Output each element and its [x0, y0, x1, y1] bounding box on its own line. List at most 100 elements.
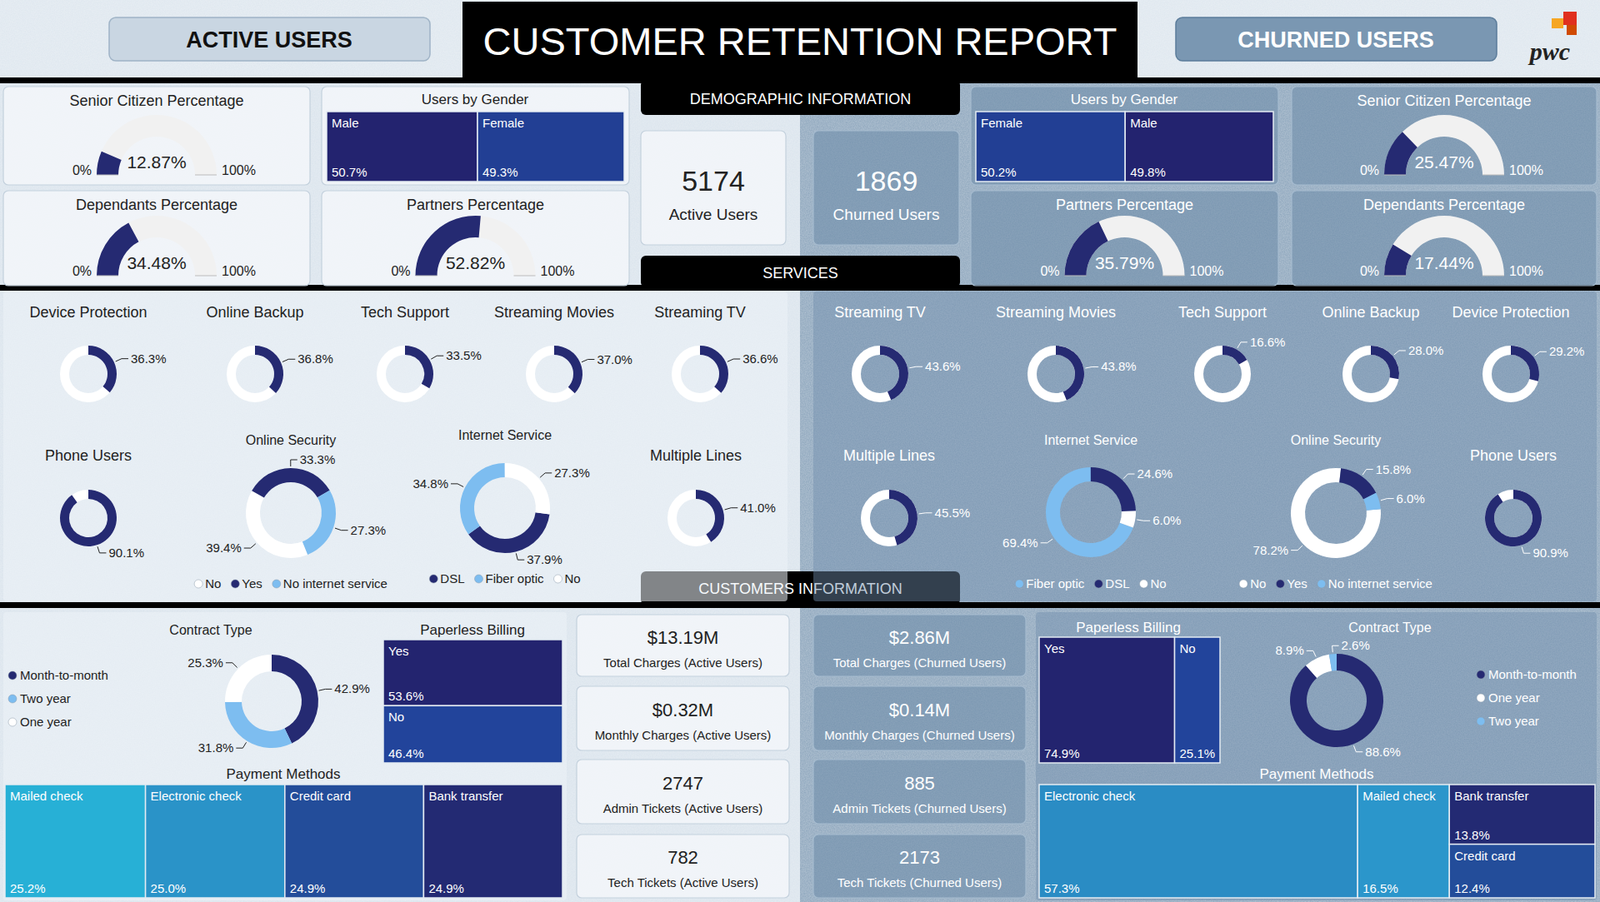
gauge-tick — [195, 275, 217, 277]
donut-title: Internet Service — [458, 428, 552, 443]
donut-slice — [405, 345, 434, 389]
legend-marker — [1140, 580, 1149, 589]
gauge-value-label: 34.48% — [126, 253, 186, 273]
tab-churned[interactable] — [1175, 17, 1497, 61]
data-label: 88.6% — [1365, 745, 1401, 760]
panel — [3, 291, 788, 602]
gauge-tick — [1384, 275, 1406, 277]
legend-marker — [8, 695, 17, 704]
kpi-label: Total Charges (Churned Users) — [833, 655, 1007, 670]
legend-marker — [429, 575, 438, 584]
donut-title: Phone Users — [1470, 447, 1557, 465]
leader-line — [1290, 545, 1303, 551]
leader-line — [335, 528, 349, 531]
kpi-value: 1869 — [855, 165, 919, 197]
legend-label: Fiber optic — [1025, 576, 1085, 591]
kpi-card — [813, 615, 1026, 677]
donut-title: Internet Service — [1044, 433, 1138, 448]
leader-line — [319, 689, 333, 691]
treemap-title: Users by Gender — [1070, 91, 1179, 108]
gauge-track — [1384, 215, 1505, 276]
donut-slice — [225, 702, 292, 749]
title-box — [462, 1, 1138, 79]
logo-mark — [1563, 11, 1577, 25]
treemap-category: Electronic check — [150, 789, 243, 804]
gauge-tick — [195, 175, 217, 176]
data-label: 8.9% — [1275, 643, 1305, 658]
data-label: 13.8% — [1454, 828, 1490, 843]
leader-line — [1353, 745, 1363, 752]
data-label: 28.0% — [1408, 343, 1445, 358]
treemap-title: Payment Methods — [225, 766, 340, 783]
donut-slice — [302, 490, 336, 555]
gauge-card — [970, 190, 1279, 286]
treemap-title: Paperless Billing — [1075, 620, 1181, 636]
donut-slice — [695, 490, 725, 543]
donut-slice — [1120, 510, 1136, 528]
gauge-tick — [1065, 275, 1087, 277]
donut-slice — [88, 345, 117, 393]
leader-line — [450, 484, 464, 488]
leader-line — [430, 355, 444, 360]
gauge-track — [1384, 115, 1505, 175]
donut-slice — [880, 345, 909, 400]
leader-line — [581, 360, 595, 363]
legend-marker — [230, 580, 240, 589]
legend-label: Yes — [241, 576, 262, 591]
donut-title: Tech Support — [1178, 304, 1267, 321]
treemap-cell — [383, 705, 563, 764]
treemap-cell — [326, 111, 478, 182]
data-label: 16.5% — [1362, 881, 1399, 896]
donut-slice — [1290, 654, 1384, 748]
donut-slice — [271, 655, 319, 745]
treemap-category: No — [1180, 641, 1196, 656]
donut-slice — [460, 463, 505, 535]
leader-line — [725, 508, 739, 510]
gauge-value-label: 25.47% — [1414, 152, 1474, 172]
data-label: 45.5% — [935, 505, 971, 520]
gauge-tick — [415, 275, 438, 277]
section-label: SERVICES — [762, 265, 839, 282]
treemap-cell — [1357, 785, 1450, 899]
kpi-card — [576, 686, 790, 751]
treemap-cell — [1039, 785, 1358, 899]
gauge-title: Dependants Percentage — [1363, 196, 1525, 214]
legend: DSLFiber opticNo — [429, 571, 580, 586]
kpi-label: Admin Tickets (Active Users) — [603, 801, 764, 816]
gauge-tick-label: 100% — [1190, 264, 1225, 279]
kpi-value: $13.19M — [647, 627, 720, 649]
legend-label: No — [565, 571, 581, 586]
data-label: 24.9% — [428, 881, 465, 896]
gauge-tick — [1482, 175, 1505, 176]
gauge-tick — [96, 175, 119, 176]
data-label: 41.0% — [740, 500, 776, 515]
donut-title: Multiple Lines — [843, 447, 935, 465]
donut-slice — [1222, 345, 1247, 365]
treemap-category: Male — [331, 115, 360, 130]
data-label: 37.9% — [526, 552, 563, 567]
legend: Month-to-monthOne yearTwo year — [1476, 667, 1577, 729]
legend-label: No — [1250, 576, 1266, 591]
donut-slice — [505, 463, 550, 515]
gauge-track — [96, 215, 217, 276]
legend-marker — [1275, 580, 1285, 589]
logo-mark — [1551, 18, 1564, 29]
treemap-card — [970, 86, 1279, 185]
legend-marker — [1476, 717, 1485, 726]
leader-line — [115, 359, 129, 362]
legend-label: One year — [1488, 690, 1540, 705]
donut-title: Multiple Lines — [650, 447, 742, 465]
legend-label: No internet service — [283, 576, 388, 591]
treemap-category: Mailed check — [10, 789, 84, 804]
treemap-category: Credit card — [290, 789, 351, 804]
kpi-label: Active Users — [669, 205, 759, 224]
treemap-category: Yes — [1044, 641, 1065, 656]
legend-label: No internet service — [1328, 576, 1433, 591]
data-label: 42.9% — [334, 681, 370, 696]
kpi-card — [813, 686, 1026, 751]
legend-label: Month-to-month — [1488, 667, 1577, 682]
data-label: 33.5% — [445, 348, 482, 363]
tab-active[interactable] — [109, 17, 430, 61]
treemap-category: Bank transfer — [428, 789, 503, 804]
kpi-card — [813, 130, 960, 245]
